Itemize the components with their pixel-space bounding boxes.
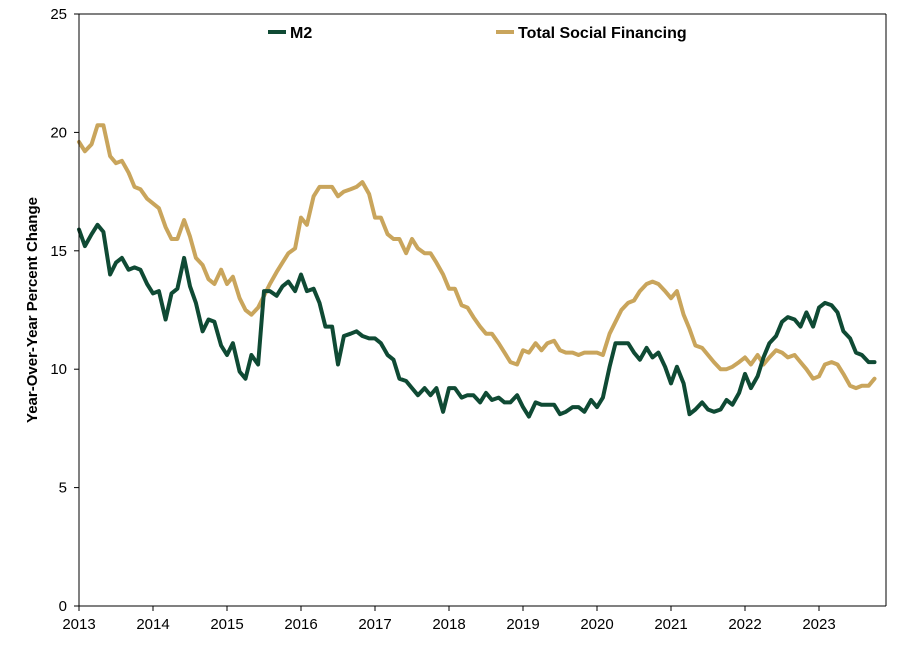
y-axis-title: Year-Over-Year Percent Change	[24, 197, 41, 423]
x-tick-label: 2017	[358, 616, 391, 633]
x-tick-label: 2015	[210, 616, 243, 633]
legend-label-tsf: Total Social Financing	[518, 25, 687, 42]
x-tick-label: 2018	[432, 616, 465, 633]
y-tick-label: 0	[59, 598, 67, 615]
x-tick-label: 2020	[580, 616, 613, 633]
x-tick-label: 2023	[802, 616, 835, 633]
x-tick-label: 2013	[62, 616, 95, 633]
legend-label-m2: M2	[290, 25, 312, 42]
tick-labels: 0 5 10 15 20 25 2013 2014 2015 2016 2017 2018 2019 20…	[50, 6, 835, 633]
x-tick-label: 2021	[654, 616, 687, 633]
y-tick-label: 15	[50, 243, 67, 260]
y-tick-label: 25	[50, 6, 67, 23]
series-line-m2	[77, 222, 877, 419]
y-tick-label: 5	[59, 480, 67, 497]
x-tick-label: 2014	[136, 616, 169, 633]
axes-layer	[74, 13, 887, 611]
series-layer	[77, 123, 877, 419]
y-tick-label: 20	[50, 124, 67, 141]
x-tick-label: 2019	[506, 616, 539, 633]
x-tick-label: 2022	[728, 616, 761, 633]
y-tick-label: 10	[50, 361, 67, 378]
legend: M2 Total Social Financing	[268, 25, 687, 42]
series-line-total-social-financing	[77, 123, 877, 391]
x-tick-label: 2016	[284, 616, 317, 633]
